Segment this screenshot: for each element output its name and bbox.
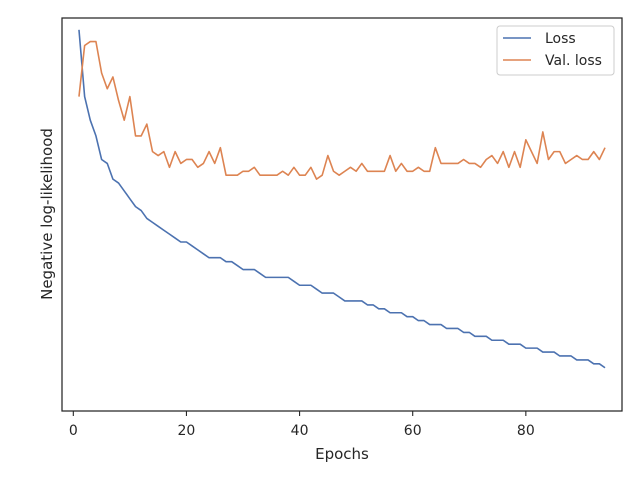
series-layer	[78, 29, 606, 369]
x-tick-label: 60	[404, 423, 422, 439]
x-tick-label: 20	[178, 423, 196, 439]
x-tick-label: 0	[69, 423, 78, 439]
legend: Loss Val. loss	[496, 25, 615, 76]
legend-label-val-loss: Val. loss	[545, 53, 602, 69]
series-line-val-loss	[78, 40, 606, 180]
x-axis-label: Epochs	[315, 445, 369, 463]
plot-area-frame	[61, 17, 623, 412]
x-axis-ticks: 0 20 40 60 80	[69, 411, 535, 439]
series-line-loss	[78, 29, 606, 369]
y-axis-label: Negative log-likelihood	[38, 128, 56, 300]
legend-label-loss: Loss	[545, 31, 576, 47]
x-tick-label: 40	[291, 423, 309, 439]
x-tick-label: 80	[517, 423, 535, 439]
